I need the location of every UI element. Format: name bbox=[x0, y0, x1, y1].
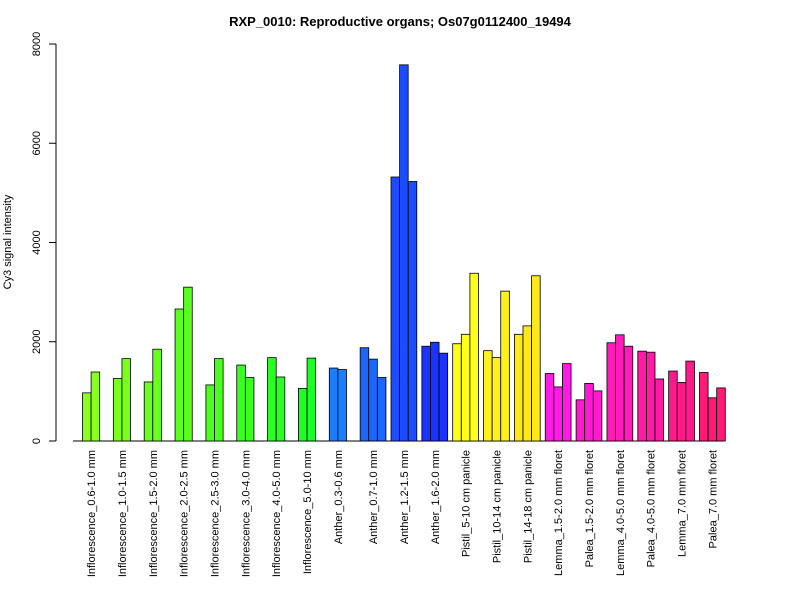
category-labels: Inflorescence_0.6-1.0 mm Inflorescence_1.… bbox=[86, 450, 719, 577]
bar bbox=[623, 345, 634, 442]
bar bbox=[407, 181, 418, 442]
bar bbox=[205, 384, 215, 442]
bar bbox=[390, 176, 401, 442]
bar bbox=[174, 308, 185, 442]
chart-title: RXP_0010: Reproductive organs; Os07g0112… bbox=[229, 14, 572, 29]
category-label: Inflorescence_3.0-4.0 mm bbox=[240, 450, 252, 577]
bar bbox=[236, 364, 246, 442]
bar bbox=[244, 377, 255, 442]
category-label: Lemma_7.0 mm floret bbox=[677, 450, 689, 557]
bar bbox=[592, 390, 603, 442]
bar bbox=[584, 383, 594, 442]
bar bbox=[514, 333, 524, 442]
category-label: Inflorescence_2.5-3.0 mm bbox=[210, 450, 222, 577]
bar bbox=[637, 350, 647, 442]
bar bbox=[214, 358, 224, 442]
bar bbox=[306, 357, 317, 442]
category-label: Anther_1.2-1.5 mm bbox=[399, 450, 411, 544]
y-tick-label: 4000 bbox=[31, 230, 43, 254]
bar bbox=[646, 351, 656, 442]
bar bbox=[438, 352, 449, 442]
bar bbox=[522, 325, 533, 442]
bar bbox=[399, 64, 409, 442]
bar bbox=[298, 387, 308, 442]
bar bbox=[615, 334, 625, 442]
bar bbox=[500, 290, 510, 442]
bar bbox=[491, 357, 502, 442]
bar bbox=[267, 357, 277, 442]
category-label: Pistil_5-10 cm panicle bbox=[461, 450, 473, 557]
category-label: Lemma_1.5-2.0 mm floret bbox=[553, 450, 565, 576]
bar bbox=[483, 350, 493, 442]
category-label: Pistil_10-14 cm panicle bbox=[491, 450, 503, 563]
y-tick-label: 0 bbox=[31, 438, 43, 444]
bar bbox=[368, 358, 378, 442]
bar bbox=[469, 272, 479, 442]
bar bbox=[121, 358, 131, 442]
category-label: Anther_0.7-1.0 mm bbox=[368, 450, 380, 544]
bar bbox=[544, 373, 555, 442]
category-label: Inflorescence_1.5-2.0 mm bbox=[148, 450, 160, 577]
bar bbox=[460, 333, 471, 442]
bar bbox=[699, 372, 709, 442]
category-label: Palea_4.0-5.0 mm floret bbox=[646, 450, 658, 567]
bar bbox=[575, 399, 586, 442]
category-label: Palea_7.0 mm floret bbox=[707, 450, 719, 548]
bar bbox=[430, 341, 440, 442]
y-tick-label: 6000 bbox=[31, 131, 43, 155]
bar bbox=[90, 371, 101, 442]
category-label: Anther_0.3-0.6 mm bbox=[333, 450, 345, 544]
bar bbox=[606, 342, 616, 442]
bar bbox=[421, 345, 431, 442]
bar bbox=[376, 377, 387, 442]
category-label: Inflorescence_5.0-10 mm bbox=[302, 450, 314, 574]
bar bbox=[668, 370, 678, 442]
category-label: Lemma_4.0-5.0 mm floret bbox=[615, 450, 627, 576]
bar bbox=[553, 386, 563, 442]
bar bbox=[707, 397, 718, 442]
bar bbox=[152, 348, 162, 442]
category-label: Inflorescence_4.0-5.0 mm bbox=[271, 450, 283, 577]
bar bbox=[112, 378, 123, 442]
bar bbox=[685, 360, 695, 442]
bar bbox=[82, 392, 92, 442]
bar bbox=[359, 347, 370, 442]
bar bbox=[143, 381, 154, 442]
y-axis-ticks: 0 2000 4000 6000 8000 bbox=[31, 32, 56, 444]
bars bbox=[82, 64, 726, 442]
bar bbox=[716, 387, 726, 442]
bar bbox=[654, 378, 665, 442]
bar bbox=[676, 382, 687, 442]
category-label: Anther_1.6-2.0 mm bbox=[430, 450, 442, 544]
category-label: Palea_1.5-2.0 mm floret bbox=[584, 450, 596, 567]
category-label: Pistil_14-18 cm panicle bbox=[522, 450, 534, 563]
y-axis-label: Cy3 signal intensity bbox=[2, 194, 14, 289]
category-label: Inflorescence_0.6-1.0 mm bbox=[86, 450, 98, 577]
bar bbox=[275, 376, 286, 442]
bar bbox=[531, 275, 541, 442]
category-label: Inflorescence_2.0-2.5 mm bbox=[179, 450, 191, 577]
bar bbox=[452, 343, 462, 442]
bar bbox=[562, 363, 572, 442]
y-tick-label: 2000 bbox=[31, 330, 43, 354]
bar bbox=[328, 367, 339, 442]
category-label: Inflorescence_1.0-1.5 mm bbox=[117, 450, 129, 577]
y-tick-label: 8000 bbox=[31, 32, 43, 56]
bar bbox=[183, 286, 193, 442]
bar bbox=[337, 369, 347, 442]
